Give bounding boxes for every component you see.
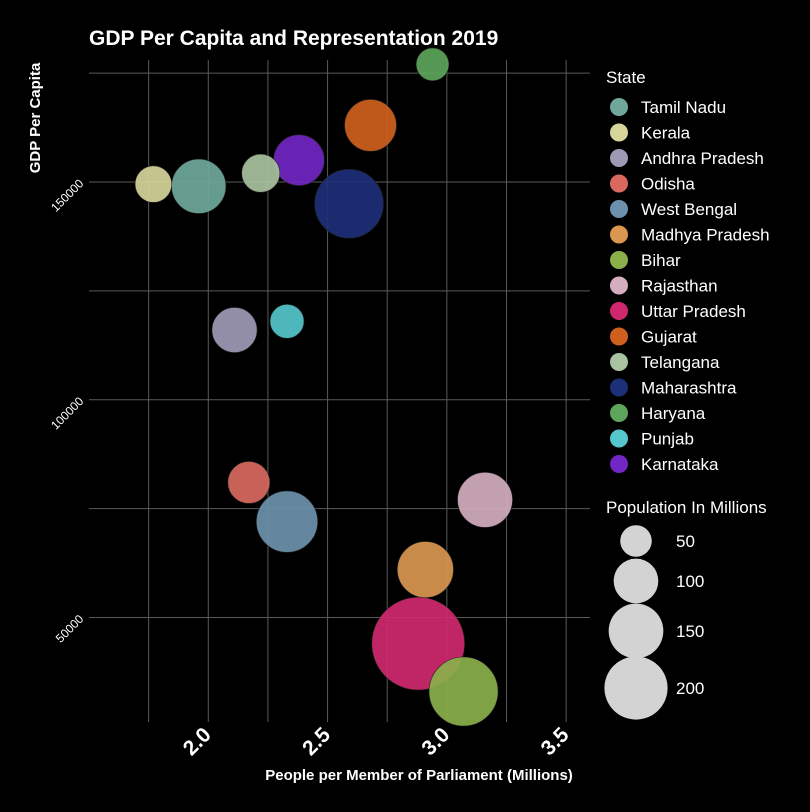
chart-title: GDP Per Capita and Representation 2019 xyxy=(89,27,498,50)
legend-label: Haryana xyxy=(641,404,706,423)
legend-swatch xyxy=(610,404,628,422)
legend-swatch xyxy=(610,200,628,218)
legend-label: Gujarat xyxy=(641,328,697,347)
legend-label: Kerala xyxy=(641,124,691,143)
size-legend-label: 150 xyxy=(676,622,704,641)
point-odisha xyxy=(227,461,271,504)
point-madhya-pradesh xyxy=(397,541,454,598)
size-legend-circle xyxy=(608,603,664,659)
x-tick-label: 3.0 xyxy=(417,723,454,760)
y-tick-label: 150000 xyxy=(48,176,86,214)
size-legend-circle xyxy=(620,525,652,557)
color-legend: Tamil Nadu Kerala Andhra Pradesh Odisha West… xyxy=(610,98,770,474)
point-haryana xyxy=(415,47,450,82)
x-tick-label: 3.5 xyxy=(537,723,574,760)
y-axis-title: GDP Per Capita xyxy=(27,62,44,173)
size-legend: 50 100 150 200 xyxy=(604,525,704,720)
y-tick-label: 50000 xyxy=(53,612,87,646)
data-points xyxy=(134,47,513,727)
x-tick-label: 2.0 xyxy=(179,723,216,760)
legend-label: Andhra Pradesh xyxy=(641,149,764,168)
point-maharashtra xyxy=(314,169,384,239)
legend-label: Bihar xyxy=(641,251,681,270)
legend-swatch xyxy=(610,98,628,116)
legend-label: West Bengal xyxy=(641,200,737,219)
x-tick-label: 2.5 xyxy=(298,723,335,760)
legend-swatch xyxy=(610,276,628,295)
legend-swatch xyxy=(610,327,628,346)
legend-swatch xyxy=(610,123,628,142)
legend-swatch xyxy=(610,149,628,167)
point-telangana xyxy=(241,153,281,193)
size-legend-title: Population In Millions xyxy=(606,498,767,517)
legend-label: Uttar Pradesh xyxy=(641,302,746,321)
legend-label: Telangana xyxy=(641,353,720,372)
legend-label: Odisha xyxy=(641,175,695,194)
point-bihar xyxy=(428,656,499,727)
point-rajasthan xyxy=(457,472,513,528)
point-punjab xyxy=(269,304,305,339)
legend-swatch xyxy=(610,429,628,448)
point-karnataka xyxy=(273,134,325,186)
size-legend-label: 200 xyxy=(676,679,704,698)
point-kerala xyxy=(134,165,173,203)
legend-swatch xyxy=(610,302,628,320)
legend-swatch xyxy=(610,174,628,193)
legend-swatch xyxy=(610,455,628,473)
legend-swatch xyxy=(610,353,628,371)
legend-swatch xyxy=(610,378,628,397)
legend-label: Tamil Nadu xyxy=(641,98,726,117)
y-tick-label: 100000 xyxy=(48,394,86,432)
legend-label: Maharashtra xyxy=(641,379,737,398)
x-axis-title: People per Member of Parliament (Million… xyxy=(265,767,573,784)
legend-label: Punjab xyxy=(641,430,694,449)
legend-label: Madhya Pradesh xyxy=(641,226,770,245)
point-west-bengal xyxy=(256,490,319,553)
legend-label: Rajasthan xyxy=(641,277,718,296)
x-axis-ticks: 2.0 2.5 3.0 3.5 xyxy=(179,723,574,760)
size-legend-label: 100 xyxy=(676,572,704,591)
legend: State Tamil Nadu Kerala Andhra Pradesh Odis… xyxy=(604,68,770,720)
size-legend-circle xyxy=(604,656,668,720)
y-axis-ticks: 50000 100000 150000 xyxy=(48,176,86,645)
grid xyxy=(89,60,590,722)
legend-swatch xyxy=(610,225,628,244)
legend-swatch xyxy=(610,251,628,269)
point-gujarat xyxy=(344,99,397,152)
legend-label: Karnataka xyxy=(641,455,719,474)
point-tamil-nadu xyxy=(171,158,227,214)
size-legend-circle xyxy=(613,558,659,604)
size-legend-label: 50 xyxy=(676,532,695,551)
point-andhra-pradesh xyxy=(211,307,258,353)
color-legend-title: State xyxy=(606,68,646,87)
